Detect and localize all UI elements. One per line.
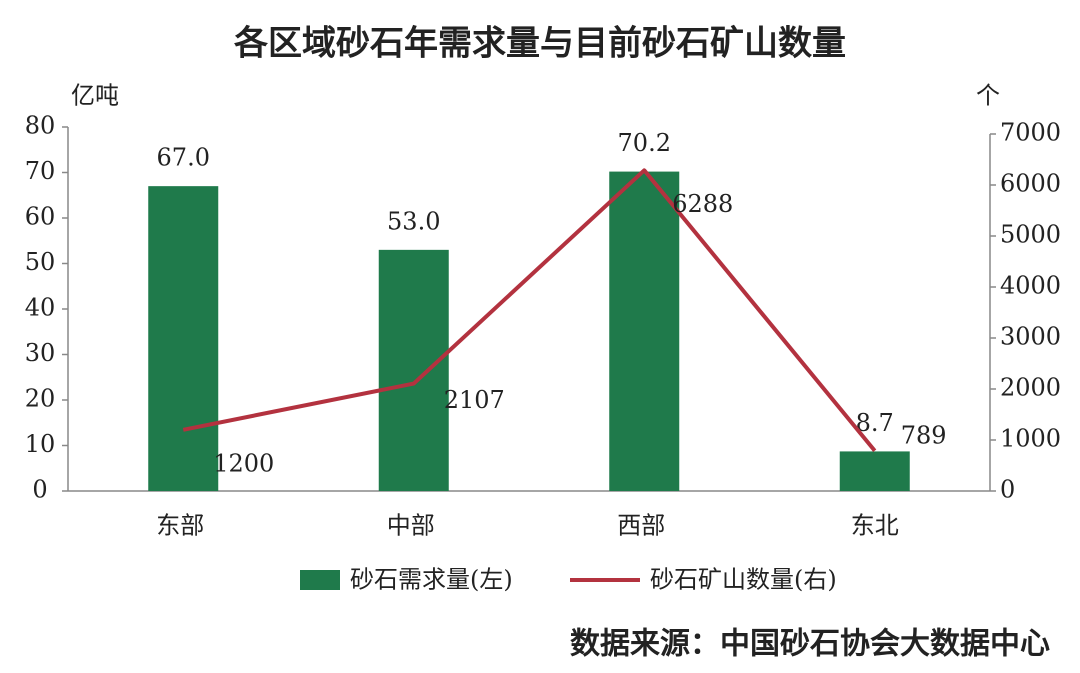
x-tick-label: 东北 (851, 512, 899, 540)
y2-tick-label: 7000 (1000, 119, 1061, 147)
y2-tick-label: 6000 (1000, 170, 1061, 198)
x-tick-label: 西部 (617, 512, 665, 540)
chart-title: 各区域砂石年需求量与目前砂石矿山数量 (234, 24, 846, 64)
bar-value-label: 70.2 (618, 129, 671, 157)
y-tick-label: 30 (25, 339, 56, 367)
y2-axis-label: 个 (976, 82, 1000, 110)
y-tick-label: 60 (25, 203, 56, 231)
bar-value-label: 67.0 (157, 144, 210, 172)
y-tick-label: 70 (25, 157, 56, 185)
y-axis-label: 亿吨 (71, 82, 119, 110)
legend-swatch (300, 570, 340, 590)
line-value-label: 6288 (672, 190, 733, 218)
line-value-label: 2107 (444, 386, 505, 414)
line (182, 168, 877, 453)
bar (609, 171, 680, 491)
bar (378, 249, 449, 491)
y2-tick-label: 5000 (1000, 221, 1061, 249)
bar (148, 186, 219, 491)
line-value-label: 789 (901, 421, 947, 449)
x-tick-label: 东部 (156, 512, 204, 540)
source-note: 数据来源：中国砂石协会大数据中心 (570, 627, 1050, 662)
x-tick-label: 中部 (387, 512, 435, 540)
y2-tick-label: 3000 (1000, 323, 1061, 351)
y-tick-label: 20 (25, 385, 56, 413)
y-tick-label: 50 (25, 248, 56, 276)
bar (839, 451, 910, 491)
y-tick-label: 80 (25, 112, 56, 140)
y2-tick-label: 0 (1000, 476, 1015, 504)
legend-label: 砂石需求量(左) (350, 566, 513, 594)
y-tick-label: 0 (32, 476, 47, 504)
y2-tick-label: 2000 (1000, 374, 1061, 402)
legend-label: 砂石矿山数量(右) (650, 566, 837, 594)
y2-tick-label: 1000 (1000, 425, 1061, 453)
line-value-label: 1200 (213, 449, 274, 477)
y2-tick-label: 4000 (1000, 272, 1061, 300)
y-tick-label: 40 (25, 294, 56, 322)
bar-value-label: 53.0 (387, 207, 440, 235)
y-tick-label: 10 (25, 430, 56, 458)
